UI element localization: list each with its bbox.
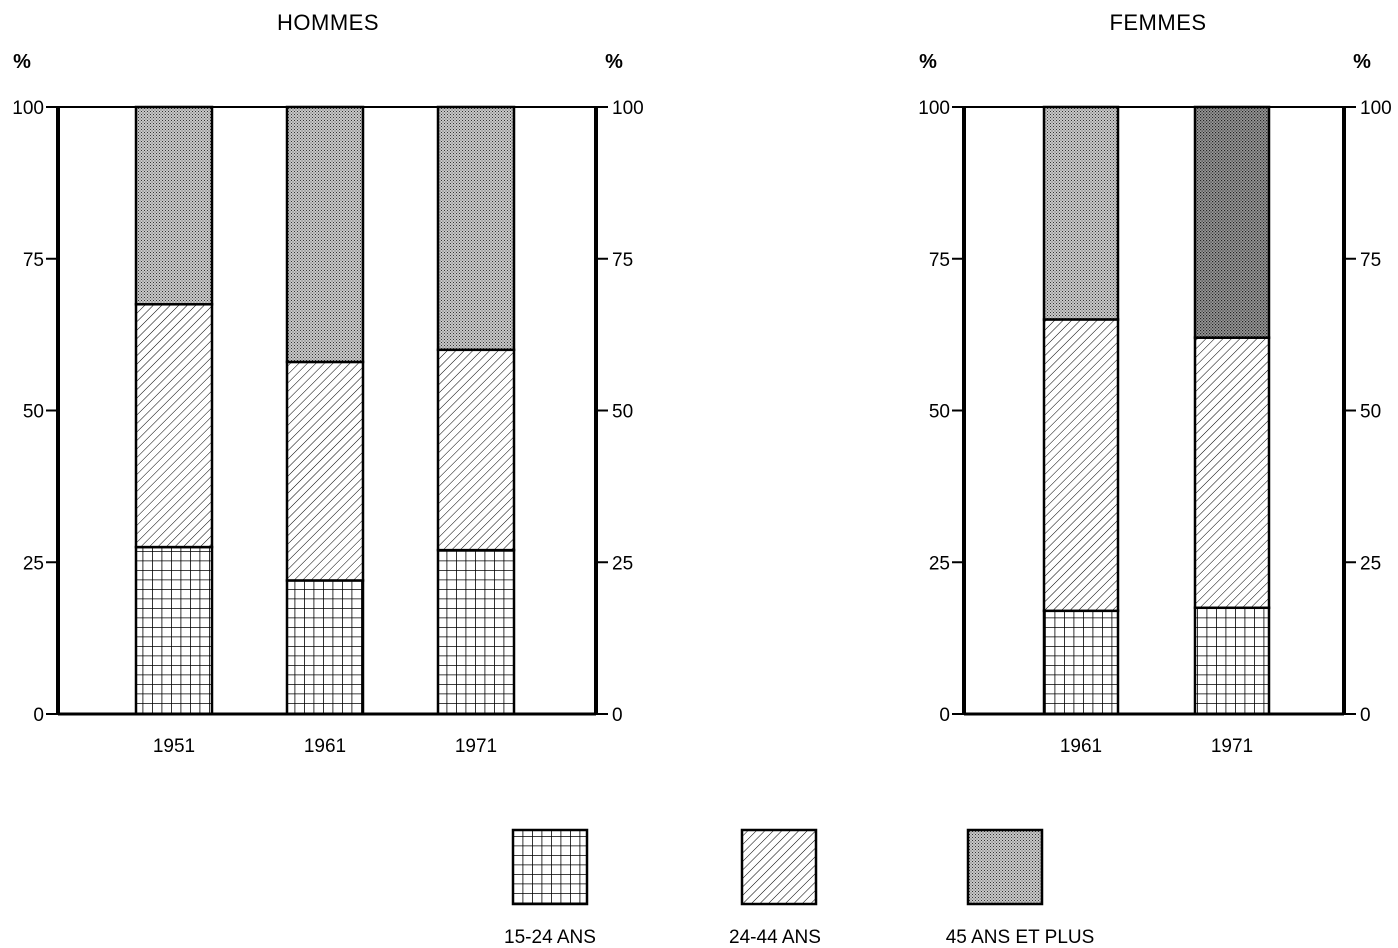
y-tick-label-left: 0 (33, 705, 44, 726)
bar-segment-24-44 (1193, 336, 1271, 610)
bar-segment-15-24 (1193, 606, 1271, 716)
y-tick-label-right: 25 (612, 553, 633, 574)
bar-segment-15-24 (436, 548, 516, 716)
y-tick-label-right: 25 (1360, 553, 1381, 574)
y-tick-label-left: 25 (23, 553, 44, 574)
x-tick-label: 1971 (455, 736, 497, 757)
y-tick-label-right: 100 (612, 98, 644, 119)
legend-label: 15-24 ANS (504, 927, 596, 948)
y-axis-unit-left: % (13, 51, 31, 73)
legend: 15-24 ANS 24-44 ANS 45 ANS ET PLUS (504, 828, 1095, 948)
bar-segment-45-plus (134, 105, 214, 306)
bar-segment-24-44 (285, 360, 365, 582)
chart-title: FEMMES (1109, 10, 1206, 35)
bar-segment-45-plus (1193, 105, 1271, 339)
x-tick-label: 1951 (153, 736, 195, 757)
y-tick-label-left: 100 (918, 98, 950, 119)
bar-segment-24-44 (1042, 318, 1120, 613)
x-tick-label: 1961 (1060, 736, 1102, 757)
legend-swatch-hatch (740, 828, 818, 906)
y-tick-label-right: 0 (612, 705, 623, 726)
bar-segment-45-plus (285, 105, 365, 364)
bar-segment-15-24 (1042, 609, 1120, 716)
x-tick-label: 1961 (304, 736, 346, 757)
y-tick-label-right: 75 (1360, 250, 1381, 271)
legend-label: 24-44 ANS (729, 927, 821, 948)
y-tick-label-left: 75 (929, 250, 950, 271)
y-axis-unit-right: % (1353, 51, 1371, 73)
y-axis-unit-left: % (919, 51, 937, 73)
y-tick-label-right: 75 (612, 250, 633, 271)
bar-segment-24-44 (436, 348, 516, 552)
y-axis-unit-right: % (605, 51, 623, 73)
y-tick-label-left: 50 (23, 402, 44, 423)
bar-segment-24-44 (134, 303, 214, 549)
y-tick-label-right: 100 (1360, 98, 1392, 119)
chart-title: HOMMES (277, 10, 379, 35)
y-tick-label-left: 100 (12, 98, 44, 119)
chart-panel-femmes: FEMMES% % 0 0 25 25 50 50 75 75 100 100 1961 1971 (918, 10, 1391, 757)
legend-label: 45 ANS ET PLUS (946, 927, 1095, 948)
y-tick-label-left: 0 (939, 705, 950, 726)
bar-segment-15-24 (285, 579, 365, 716)
y-tick-label-right: 0 (1360, 705, 1371, 726)
y-tick-label-right: 50 (612, 402, 633, 423)
x-tick-label: 1971 (1211, 736, 1253, 757)
bar-segment-45-plus (1042, 105, 1120, 321)
y-tick-label-left: 75 (23, 250, 44, 271)
y-tick-label-right: 50 (1360, 402, 1381, 423)
legend-swatch-dots (966, 828, 1044, 906)
legend-swatch-grid (511, 828, 589, 906)
chart-panel-hommes: HOMMES% % 0 0 25 25 50 50 75 75 100 100 1951 1961 1971 (12, 10, 643, 757)
bar-segment-45-plus (436, 105, 516, 352)
y-tick-label-left: 50 (929, 402, 950, 423)
y-tick-label-left: 25 (929, 553, 950, 574)
bar-segment-15-24 (134, 545, 214, 716)
